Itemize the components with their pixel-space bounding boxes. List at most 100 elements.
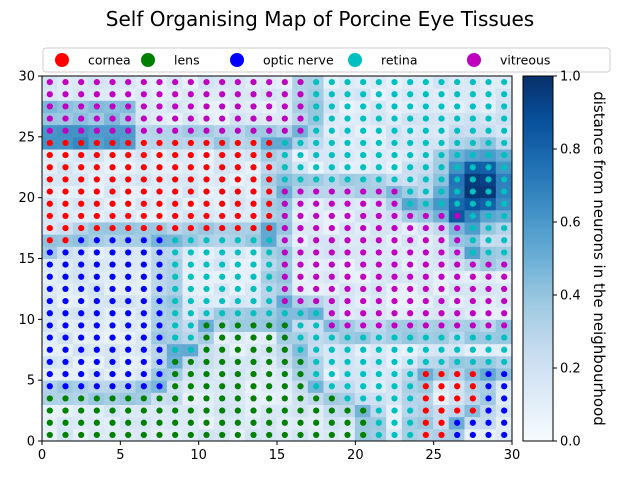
neuron-marker-cornea <box>46 224 53 232</box>
neuron-marker-vitreous <box>344 188 351 195</box>
neuron-marker-cornea <box>156 139 163 147</box>
neuron-marker-retina <box>297 139 304 147</box>
neuron-marker-retina <box>328 151 335 159</box>
neuron-marker-cornea <box>422 419 429 426</box>
neuron-marker-retina <box>266 273 273 280</box>
neuron-marker-retina <box>485 237 492 244</box>
neuron-marker-retina <box>328 78 335 86</box>
neuron-marker-vitreous <box>328 297 335 305</box>
neuron-marker-optic-nerve <box>78 261 85 268</box>
neuron-marker-lens <box>360 419 367 426</box>
neuron-marker-retina <box>469 200 476 207</box>
neuron-marker-vitreous <box>438 273 445 280</box>
neuron-marker-retina <box>469 346 476 353</box>
neuron-marker-cornea <box>250 212 257 220</box>
neuron-marker-vitreous <box>297 285 304 293</box>
neuron-marker-lens <box>109 431 116 439</box>
neuron-marker-retina <box>313 322 320 329</box>
neuron-marker-retina <box>234 249 241 256</box>
neuron-marker-retina <box>203 310 210 317</box>
neuron-marker-retina <box>391 127 398 134</box>
neuron-marker-optic-nerve <box>156 370 163 378</box>
neuron-marker-cornea <box>172 200 179 207</box>
neuron-marker-lens <box>46 431 53 439</box>
neuron-marker-cornea <box>422 395 429 402</box>
neuron-marker-retina <box>469 237 476 244</box>
neuron-marker-optic-nerve <box>109 334 116 341</box>
neuron-marker-retina <box>422 200 429 207</box>
neuron-marker-optic-nerve <box>46 334 53 341</box>
neuron-marker-vitreous <box>422 273 429 280</box>
legend-marker <box>230 53 244 67</box>
neuron-marker-lens <box>234 419 241 426</box>
neuron-marker-vitreous <box>297 188 304 195</box>
neuron-marker-vitreous <box>234 115 241 122</box>
neuron-marker-optic-nerve <box>62 358 69 366</box>
neuron-marker-vitreous <box>422 310 429 317</box>
neuron-marker-lens <box>234 407 241 414</box>
neuron-marker-lens <box>125 395 132 402</box>
neuron-marker-retina <box>344 370 351 378</box>
neuron-marker-retina <box>344 334 351 341</box>
neuron-marker-cornea <box>219 151 226 159</box>
neuron-marker-lens <box>344 431 351 439</box>
neuron-marker-optic-nerve <box>78 249 85 256</box>
neuron-marker-retina <box>297 334 304 341</box>
neuron-marker-cornea <box>438 395 445 402</box>
legend-marker <box>348 53 362 67</box>
neuron-marker-lens <box>328 407 335 414</box>
neuron-marker-cornea <box>438 431 445 439</box>
neuron-marker-vitreous <box>375 285 382 293</box>
neuron-marker-vitreous <box>344 261 351 268</box>
neuron-marker-optic-nerve <box>501 370 508 378</box>
neuron-marker-optic-nerve <box>62 285 69 293</box>
neuron-marker-lens <box>62 419 69 426</box>
neuron-marker-optic-nerve <box>109 273 116 280</box>
neuron-marker-cornea <box>156 151 163 159</box>
neuron-marker-cornea <box>93 212 100 220</box>
neuron-marker-retina <box>187 346 194 353</box>
neuron-marker-vitreous <box>313 188 320 195</box>
neuron-marker-lens <box>250 358 257 366</box>
neuron-marker-lens <box>250 334 257 341</box>
neuron-marker-optic-nerve <box>78 310 85 317</box>
neuron-marker-cornea <box>219 188 226 195</box>
neuron-marker-optic-nerve <box>125 322 132 329</box>
neuron-marker-optic-nerve <box>125 273 132 280</box>
neuron-marker-lens <box>172 383 179 390</box>
y-tick-label: 20 <box>18 191 35 206</box>
neuron-marker-optic-nerve <box>93 334 100 341</box>
neuron-marker-optic-nerve <box>156 334 163 341</box>
neuron-marker-cornea <box>438 419 445 426</box>
neuron-marker-retina <box>250 261 257 268</box>
neuron-marker-retina <box>360 346 367 353</box>
neuron-marker-cornea <box>78 164 85 171</box>
neuron-marker-retina <box>485 127 492 134</box>
neuron-marker-retina <box>438 115 445 122</box>
neuron-marker-retina <box>313 370 320 378</box>
neuron-marker-retina <box>187 285 194 293</box>
neuron-marker-optic-nerve <box>485 395 492 402</box>
neuron-marker-retina <box>375 91 382 98</box>
neuron-marker-optic-nerve <box>156 261 163 268</box>
neuron-marker-optic-nerve <box>78 346 85 353</box>
neuron-marker-cornea <box>62 237 69 244</box>
neuron-marker-retina <box>501 151 508 159</box>
neuron-marker-retina <box>313 358 320 366</box>
neuron-marker-retina <box>250 285 257 293</box>
neuron-marker-retina <box>469 358 476 366</box>
neuron-marker-cornea <box>109 139 116 147</box>
neuron-marker-retina <box>203 237 210 244</box>
neuron-marker-retina <box>313 127 320 134</box>
neuron-marker-retina <box>375 103 382 110</box>
neuron-marker-vitreous <box>375 261 382 268</box>
neuron-marker-vitreous <box>469 285 476 293</box>
neuron-marker-retina <box>391 151 398 159</box>
neuron-marker-optic-nerve <box>46 273 53 280</box>
neuron-marker-retina <box>328 358 335 366</box>
neuron-marker-lens <box>297 431 304 439</box>
neuron-marker-retina <box>172 273 179 280</box>
neuron-marker-retina <box>328 103 335 110</box>
neuron-marker-vitreous <box>391 188 398 195</box>
neuron-marker-optic-nerve <box>485 431 492 439</box>
